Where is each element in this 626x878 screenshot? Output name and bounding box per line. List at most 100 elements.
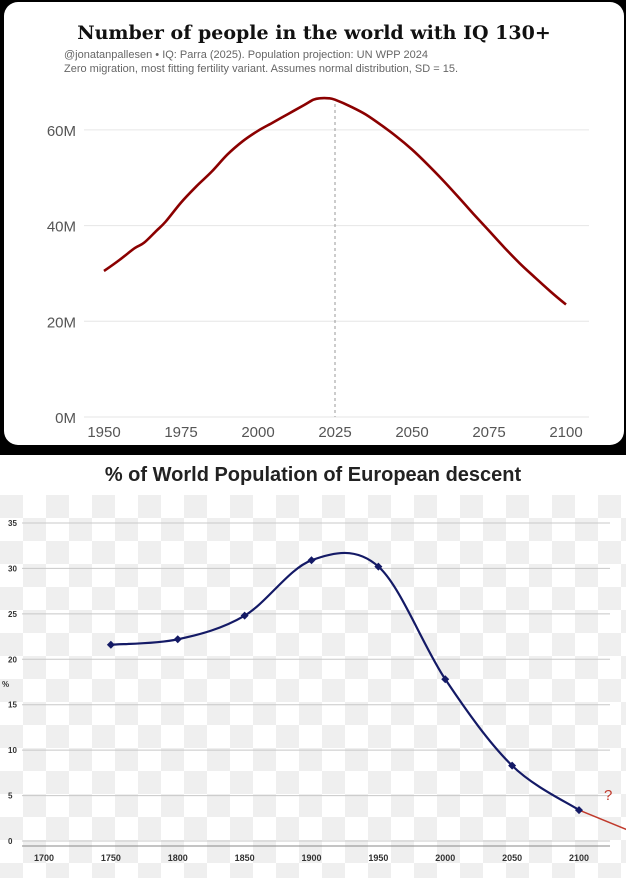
- background-checker: [598, 725, 621, 748]
- data-point-marker: [575, 806, 583, 815]
- background-checker: [437, 518, 460, 541]
- background-checker: [115, 518, 138, 541]
- background-checker: [184, 817, 207, 840]
- background-checker: [621, 564, 626, 587]
- background-checker: [575, 656, 598, 679]
- background-checker: [0, 817, 23, 840]
- background-checker: [598, 817, 621, 840]
- background-checker: [184, 679, 207, 702]
- background-checker: [621, 794, 626, 817]
- extrapolation-label: ?: [604, 787, 612, 804]
- background-checker: [460, 587, 483, 610]
- background-checker: [161, 748, 184, 771]
- background-checker: [529, 702, 552, 725]
- background-checker: [92, 587, 115, 610]
- background-checker: [230, 679, 253, 702]
- background-checker: [506, 863, 529, 878]
- background-checker: [368, 725, 391, 748]
- background-checker: [391, 702, 414, 725]
- background-checker: [46, 633, 69, 656]
- background-checker: [598, 771, 621, 794]
- y-tick-label: 40M: [47, 219, 76, 236]
- background-checker: [506, 725, 529, 748]
- background-checker: [161, 656, 184, 679]
- background-checker: [138, 587, 161, 610]
- background-checker: [345, 840, 368, 863]
- background-checker: [552, 817, 575, 840]
- background-checker: [460, 633, 483, 656]
- background-checker: [69, 840, 92, 863]
- y-tick-label: 15: [8, 701, 17, 710]
- background-checker: [230, 495, 253, 518]
- iq130-plot: 0M 20M 40M 60M 1950 1975 2000 2025 2050 2075 2100: [47, 96, 589, 441]
- x-tick-label: 2050: [395, 424, 428, 441]
- background-checker: [368, 587, 391, 610]
- background-checker: [506, 771, 529, 794]
- background-checker: [598, 679, 621, 702]
- background-checker: [322, 633, 345, 656]
- y-tick-label: 60M: [47, 123, 76, 140]
- background-checker: [552, 633, 575, 656]
- background-checker: [529, 518, 552, 541]
- background-checker: [506, 633, 529, 656]
- x-tick-label: 2000: [435, 853, 455, 863]
- background-checker: [253, 840, 276, 863]
- background-checker: [460, 725, 483, 748]
- background-checker: [276, 771, 299, 794]
- background-checker: [46, 495, 69, 518]
- background-checker: [115, 564, 138, 587]
- background-checker: [276, 863, 299, 878]
- background-checker: [184, 771, 207, 794]
- background-checker: [138, 771, 161, 794]
- background-checker: [92, 495, 115, 518]
- background-checker: [230, 817, 253, 840]
- background-checker: [69, 518, 92, 541]
- background-checker: [230, 633, 253, 656]
- y-tick-label: 5: [8, 792, 13, 801]
- chart-subtitle-line-1: @jonatanpallesen • IQ: Parra (2025). Pop…: [64, 49, 428, 61]
- background-checker: [322, 771, 345, 794]
- background-checker: [414, 725, 437, 748]
- background-checker: [138, 633, 161, 656]
- background-checker: [299, 656, 322, 679]
- background-checker: [23, 564, 46, 587]
- background-checker: [299, 610, 322, 633]
- background-checker: [184, 863, 207, 878]
- background-checker: [506, 679, 529, 702]
- background-checker: [322, 817, 345, 840]
- background-checker: [253, 610, 276, 633]
- background-checker: [23, 794, 46, 817]
- y-tick-label: 20M: [47, 314, 76, 331]
- background-checker: [621, 840, 626, 863]
- background-checker: [414, 587, 437, 610]
- y-tick-label: 30: [8, 564, 17, 573]
- background-checker: [621, 610, 626, 633]
- background-checker: [184, 541, 207, 564]
- background-checker: [414, 817, 437, 840]
- background-checker: [391, 610, 414, 633]
- background-checker: [69, 748, 92, 771]
- background-checker: [0, 587, 23, 610]
- background-checker: [92, 771, 115, 794]
- background-checker: [552, 863, 575, 878]
- background-checker: [46, 587, 69, 610]
- background-checker: [230, 725, 253, 748]
- data-point-marker: [374, 562, 383, 571]
- background-checker: [345, 564, 368, 587]
- x-tick-label: 1850: [235, 853, 255, 863]
- background-checker: [437, 656, 460, 679]
- background-checker: [207, 748, 230, 771]
- background-checker: [299, 702, 322, 725]
- y-tick-label: 0: [8, 837, 13, 846]
- background-checker: [69, 564, 92, 587]
- background-checker: [437, 702, 460, 725]
- background-checker: [529, 840, 552, 863]
- background-checker: [184, 587, 207, 610]
- background-checker: [115, 748, 138, 771]
- background-checker: [391, 656, 414, 679]
- background-checker: [0, 495, 23, 518]
- extrapolation-line: [578, 809, 626, 831]
- data-point-marker: [441, 675, 450, 684]
- chart-panel-european-descent: % of World Population of European descen…: [0, 455, 626, 878]
- background-checker: [230, 587, 253, 610]
